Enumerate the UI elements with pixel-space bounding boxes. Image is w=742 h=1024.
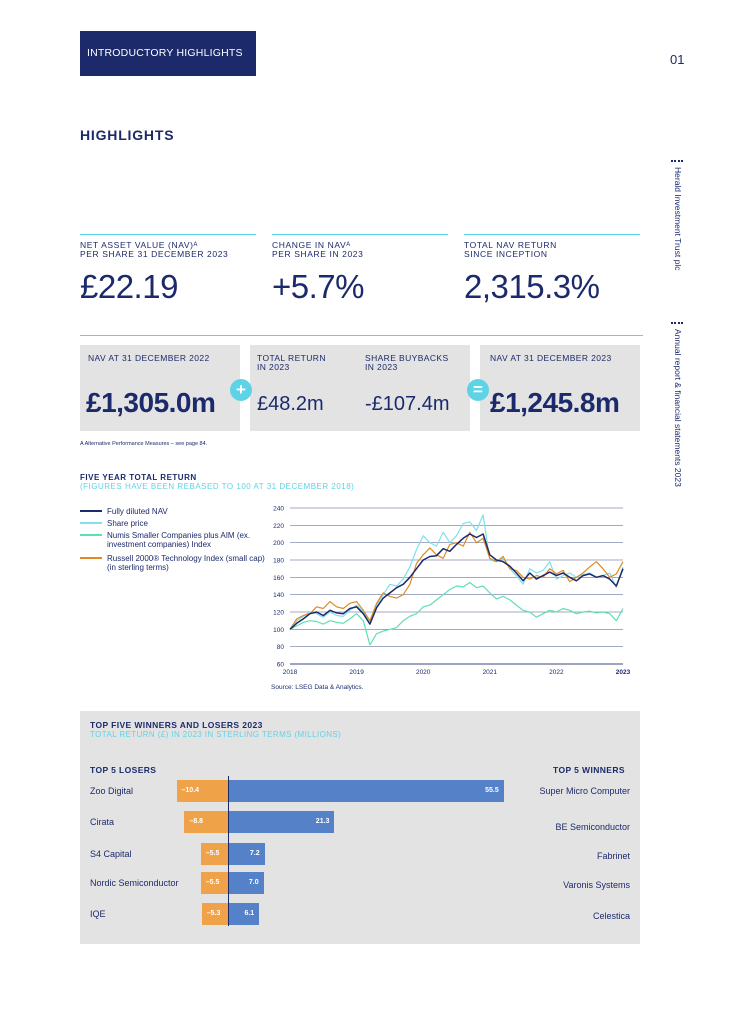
five-year-return-chart: 60 80 100 120 140 160 180 200 220 240 2018 2019 2020… bbox=[273, 506, 631, 677]
loser-name: Zoo Digital bbox=[90, 786, 134, 796]
kpi-rule bbox=[272, 234, 448, 235]
chart-subtitle: (FIGURES HAVE BEEN REBASED TO 100 AT 31 … bbox=[80, 482, 355, 491]
legend-label-nav: Fully diluted NAV bbox=[107, 507, 168, 516]
loser-bar-label: –5.5 bbox=[205, 850, 220, 857]
bar-axis bbox=[228, 776, 229, 926]
nav-start-box bbox=[80, 345, 240, 431]
kpi-rule bbox=[464, 234, 640, 235]
loser-bar bbox=[200, 872, 228, 894]
loser-name: IQE bbox=[90, 909, 106, 919]
winners-losers-subtitle: TOTAL RETURN (£) IN 2023 IN STERLING TER… bbox=[90, 730, 342, 739]
winner-bar bbox=[229, 843, 265, 865]
loser-bar-label: –5.3 bbox=[206, 910, 221, 917]
loser-name: Cirata bbox=[90, 817, 115, 827]
winners-heading: TOP 5 WINNERS bbox=[553, 765, 625, 775]
loser-name: S4 Capital bbox=[90, 849, 132, 859]
winners-losers-title: TOP FIVE WINNERS AND LOSERS 2023 bbox=[90, 720, 263, 730]
kpi-label-nav: NET ASSET VALUE (NAV)ᴬ PER SHARE 31 DECEM… bbox=[80, 240, 229, 259]
y-tick-label: 180 bbox=[273, 558, 284, 565]
share-buybacks-label: SHARE BUYBACKS IN 2023 bbox=[365, 353, 449, 372]
chart-title: FIVE YEAR TOTAL RETURN bbox=[80, 473, 197, 482]
total-return-value: £48.2m bbox=[257, 393, 324, 415]
loser-bar bbox=[176, 780, 228, 802]
x-tick-label: 2023 bbox=[616, 669, 631, 676]
total-return-label: TOTAL RETURN IN 2023 bbox=[257, 353, 326, 372]
legend-label-share-price: Share price bbox=[107, 519, 148, 528]
movement-box bbox=[250, 345, 470, 431]
y-tick-label: 140 bbox=[273, 592, 284, 599]
loser-bar bbox=[200, 843, 228, 865]
winners-losers-panel bbox=[80, 711, 640, 944]
winner-bar bbox=[229, 811, 335, 833]
x-tick-label: 2021 bbox=[483, 669, 498, 676]
y-tick-label: 100 bbox=[273, 627, 284, 634]
chart-source: Source: LSEG Data & Analytics. bbox=[271, 684, 364, 691]
winner-bar bbox=[229, 780, 504, 802]
nav-start-label: NAV AT 31 DECEMBER 2022 bbox=[88, 353, 210, 363]
section-tab: INTRODUCTORY HIGHLIGHTS bbox=[80, 31, 256, 76]
y-tick-label: 200 bbox=[273, 540, 284, 547]
y-tick-label: 220 bbox=[273, 523, 284, 530]
bridge-rule bbox=[80, 335, 643, 336]
equals-icon: = bbox=[467, 379, 489, 401]
series-line-2 bbox=[289, 581, 624, 646]
footnote: A Alternative Performance Measures – see… bbox=[80, 441, 208, 447]
nav-end-label: NAV AT 31 DECEMBER 2023 bbox=[490, 353, 612, 363]
winner-name: Super Micro Computer bbox=[539, 786, 630, 796]
winner-bar bbox=[229, 872, 264, 894]
legend-swatch-share-price bbox=[80, 522, 102, 524]
side-report-title: Annual report & financial statements 202… bbox=[673, 329, 683, 487]
legend-swatch-numis bbox=[80, 534, 102, 536]
nav-end-box bbox=[480, 345, 640, 431]
kpi-value-total-return: 2,315.3% bbox=[464, 268, 600, 305]
y-tick-label: 60 bbox=[277, 662, 285, 669]
series-line-1 bbox=[289, 514, 624, 630]
legend-label-numis: Numis Smaller Companies plus AIM (ex. in… bbox=[107, 531, 251, 549]
x-tick-label: 2020 bbox=[416, 669, 431, 676]
x-tick-label: 2019 bbox=[349, 669, 364, 676]
nav-start-value: £1,305.0m bbox=[86, 387, 216, 418]
y-tick-label: 80 bbox=[277, 644, 285, 651]
loser-bar-label: –10.4 bbox=[181, 787, 200, 794]
losers-heading: TOP 5 LOSERS bbox=[90, 765, 157, 775]
loser-bar bbox=[184, 811, 228, 833]
kpi-label-nav-change: CHANGE IN NAVᴬ PER SHARE IN 2023 bbox=[272, 240, 364, 259]
y-tick-label: 160 bbox=[273, 575, 284, 582]
page-title: HIGHLIGHTS bbox=[80, 127, 175, 143]
share-buybacks-value: -£107.4m bbox=[365, 393, 450, 415]
series-line-3 bbox=[289, 531, 624, 630]
kpi-label-total-return: TOTAL NAV RETURN SINCE INCEPTION bbox=[464, 240, 557, 259]
y-tick-label: 240 bbox=[273, 506, 284, 513]
winner-bar-label: 21.3 bbox=[315, 818, 330, 825]
winner-bar-label: 6.1 bbox=[244, 910, 255, 917]
page-number: 01 bbox=[670, 52, 685, 67]
winner-name: BE Semiconductor bbox=[555, 822, 630, 832]
winner-bar bbox=[229, 903, 260, 925]
legend-swatch-nav bbox=[80, 510, 102, 512]
side-divider bbox=[671, 160, 683, 162]
winner-bar-label: 55.5 bbox=[485, 787, 499, 794]
loser-name: Nordic Semiconductor bbox=[90, 878, 179, 888]
kpi-value-nav: £22.19 bbox=[80, 268, 178, 305]
winner-name: Varonis Systems bbox=[563, 880, 630, 890]
legend-label-russell: Russell 2000® Technology Index (small ca… bbox=[107, 554, 265, 572]
series-line-0 bbox=[289, 533, 624, 630]
loser-bar-label: –5.5 bbox=[205, 879, 220, 886]
kpi-rule bbox=[80, 234, 256, 235]
winner-bar-label: 7.0 bbox=[248, 879, 259, 886]
nav-end-value: £1,245.8m bbox=[490, 387, 620, 418]
side-company-name: Herald Investment Trust plc bbox=[673, 167, 683, 271]
legend-swatch-russell bbox=[80, 557, 102, 559]
side-divider bbox=[671, 322, 683, 324]
winner-name: Celestica bbox=[592, 911, 630, 921]
winner-bar-label: 7.2 bbox=[249, 850, 260, 857]
loser-bar-label: –8.8 bbox=[189, 818, 204, 825]
y-tick-label: 120 bbox=[273, 610, 284, 617]
kpi-value-nav-change: +5.7% bbox=[272, 268, 365, 305]
loser-bar bbox=[201, 903, 228, 925]
plus-icon: + bbox=[230, 379, 252, 401]
winner-name: Fabrinet bbox=[596, 851, 630, 861]
x-tick-label: 2022 bbox=[549, 669, 564, 676]
x-tick-label: 2018 bbox=[283, 669, 298, 676]
